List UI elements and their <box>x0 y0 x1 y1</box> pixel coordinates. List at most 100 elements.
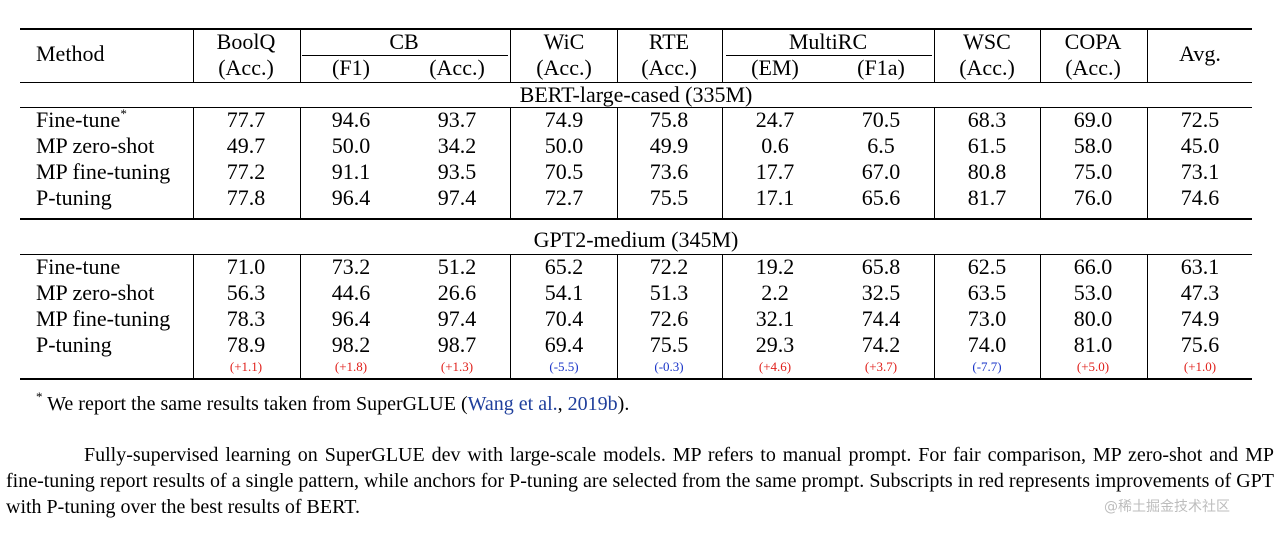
citation-sep: , <box>557 393 568 415</box>
footnote: * We report the same results taken from … <box>36 390 629 416</box>
col-header-avg: Avg. <box>1179 41 1221 66</box>
table-cell: 77.7 <box>226 107 266 132</box>
table-cell: 74.2 <box>861 332 901 357</box>
table-cell: 67.0 <box>861 159 901 184</box>
citation-year-link[interactable]: 2019b <box>567 393 618 415</box>
column-rule <box>193 28 194 82</box>
improvement-subscript: (+1.0) <box>1183 359 1217 374</box>
column-rule <box>617 28 618 82</box>
table-cell: 68.3 <box>967 107 1007 132</box>
table-cell: 47.3 <box>1180 280 1220 305</box>
table-cell: 74.9 <box>1180 306 1220 331</box>
table-cell: 62.5 <box>967 254 1007 279</box>
column-rule <box>300 28 301 82</box>
table-cell: 80.0 <box>1073 306 1113 331</box>
table-cell: 65.8 <box>861 254 901 279</box>
table-cell: 44.6 <box>331 280 371 305</box>
table-cell: 77.8 <box>226 185 266 210</box>
column-rule <box>300 107 301 218</box>
table-cell: 93.7 <box>437 107 477 132</box>
row-method-label: P-tuning <box>36 332 112 357</box>
table-cell: 81.7 <box>967 185 1007 210</box>
table-cell: 65.6 <box>861 185 901 210</box>
table-cell: 51.2 <box>437 254 477 279</box>
table-cell: 70.4 <box>544 306 584 331</box>
table-cell: 97.4 <box>437 185 477 210</box>
table-cell: 70.5 <box>861 107 901 132</box>
subheader-cb-acc: (Acc.) <box>429 55 485 80</box>
table-cell: 70.5 <box>544 159 584 184</box>
row-method: MP fine-tuning <box>36 159 170 185</box>
row-method: P-tuning <box>36 185 112 211</box>
column-rule <box>1147 28 1148 82</box>
row-method: MP fine-tuning <box>36 306 170 332</box>
top-rule <box>20 28 1252 30</box>
column-rule <box>510 107 511 218</box>
table-cell: 96.4 <box>331 185 371 210</box>
citation-link[interactable]: Wang et al. <box>467 393 558 415</box>
table-cell: 24.7 <box>755 107 795 132</box>
col-header-wic: WiC <box>543 29 585 54</box>
subheader-multirc-f1a: (F1a) <box>857 55 905 80</box>
table-cell: 17.7 <box>755 159 795 184</box>
table-cell: 32.1 <box>755 306 795 331</box>
row-method-label: MP zero-shot <box>36 280 155 305</box>
improvement-subscript: (+1.1) <box>229 359 263 374</box>
table-cell: 93.5 <box>437 159 477 184</box>
improvement-subscript: (+1.8) <box>334 359 368 374</box>
improvement-subscript: (-0.3) <box>654 359 684 374</box>
col-header-cb: CB <box>389 29 419 54</box>
table-cell: 75.5 <box>649 185 689 210</box>
table-cell: 76.0 <box>1073 185 1113 210</box>
table-cell: 98.7 <box>437 332 477 357</box>
subheader-rte: (Acc.) <box>641 55 697 80</box>
table-cell: 26.6 <box>437 280 477 305</box>
caption-text: Fully-supervised learning on SuperGLUE d… <box>6 444 1274 518</box>
table-cell: 63.5 <box>967 280 1007 305</box>
table-cell: 72.5 <box>1180 107 1220 132</box>
section-rule-bert <box>20 107 1252 108</box>
row-method-label: Fine-tune <box>36 107 121 132</box>
table-cell: 49.9 <box>649 133 689 158</box>
table-cell: 73.0 <box>967 306 1007 331</box>
subheader-wic: (Acc.) <box>536 55 592 80</box>
table-cell: 75.6 <box>1180 332 1220 357</box>
col-header-copa: COPA <box>1064 29 1122 54</box>
table-cell: 19.2 <box>755 254 795 279</box>
table-cell: 58.0 <box>1073 133 1113 158</box>
table-cell: 97.4 <box>437 306 477 331</box>
table-cell: 2.2 <box>761 280 789 305</box>
method-header: Method <box>36 41 105 66</box>
row-method-label: MP fine-tuning <box>36 159 171 184</box>
column-rule <box>193 254 194 378</box>
improvement-subscript: (+4.6) <box>758 359 792 374</box>
table-cell: 29.3 <box>755 332 795 357</box>
table-cell: 73.6 <box>649 159 689 184</box>
column-rule <box>722 107 723 218</box>
table-cell: 77.2 <box>226 159 266 184</box>
column-rule <box>722 28 723 82</box>
bottom-rule <box>20 378 1252 380</box>
table-cell: 72.2 <box>649 254 689 279</box>
improvement-subscript: (-5.5) <box>549 359 579 374</box>
improvement-subscript: (+5.0) <box>1076 359 1110 374</box>
footnote-marker: * <box>120 106 127 121</box>
table-cell: 69.0 <box>1073 107 1113 132</box>
table-cell: 66.0 <box>1073 254 1113 279</box>
column-rule <box>1040 254 1041 378</box>
section-rule-gpt2 <box>20 254 1252 255</box>
footnote-text: We report the same results taken from Su… <box>47 393 468 415</box>
table-cell: 98.2 <box>331 332 371 357</box>
column-rule <box>934 107 935 218</box>
table-cell: 32.5 <box>861 280 901 305</box>
table-cell: 74.9 <box>544 107 584 132</box>
table-cell: 78.3 <box>226 306 266 331</box>
row-method-label: MP zero-shot <box>36 133 155 158</box>
table-cell: 50.0 <box>544 133 584 158</box>
table-cell: 65.2 <box>544 254 584 279</box>
table-cell: 74.0 <box>967 332 1007 357</box>
table-cell: 50.0 <box>331 133 371 158</box>
table-cell: 45.0 <box>1180 133 1220 158</box>
improvement-subscript: (+3.7) <box>864 359 898 374</box>
table-cell: 73.1 <box>1180 159 1220 184</box>
